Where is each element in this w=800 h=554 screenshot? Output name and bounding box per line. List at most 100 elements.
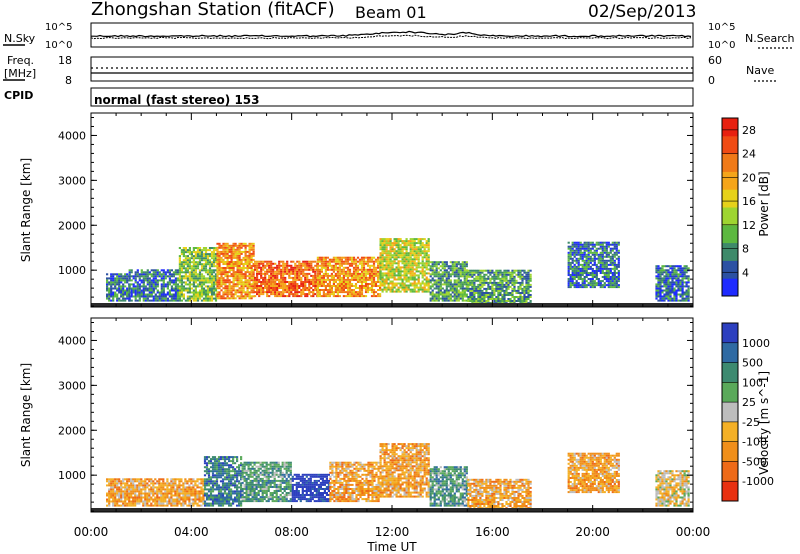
data-cell xyxy=(387,282,390,285)
data-cell xyxy=(152,498,155,501)
data-cell xyxy=(106,498,109,501)
data-cell xyxy=(401,288,404,291)
data-cell xyxy=(116,498,119,501)
data-cell xyxy=(575,247,578,250)
data-cell xyxy=(200,275,204,278)
data-cell xyxy=(529,294,532,296)
data-cell xyxy=(106,484,109,487)
data-cell xyxy=(459,279,462,282)
data-cell xyxy=(439,293,442,296)
data-cell xyxy=(423,248,426,251)
data-cell xyxy=(124,277,127,280)
data-cell xyxy=(661,265,664,268)
data-cell xyxy=(603,245,606,248)
data-cell xyxy=(401,254,404,257)
data-cell xyxy=(352,285,356,287)
data-cell xyxy=(184,267,187,270)
data-cell xyxy=(611,249,614,252)
data-cell xyxy=(152,295,155,298)
data-cell xyxy=(503,279,506,282)
data-cell xyxy=(429,293,432,296)
data-cell xyxy=(593,286,596,289)
data-cell xyxy=(258,289,261,291)
data-cell xyxy=(370,268,374,271)
data-cell xyxy=(114,496,117,499)
data-cell xyxy=(457,275,460,278)
data-cell xyxy=(244,261,247,263)
data-cell xyxy=(140,492,143,495)
data-cell xyxy=(212,261,216,264)
data-cell xyxy=(328,291,331,294)
data-cell xyxy=(114,277,117,280)
data-cell xyxy=(389,248,392,251)
data-cell xyxy=(108,482,111,485)
data-cell xyxy=(202,267,206,270)
data-cell xyxy=(288,270,291,273)
data-cell xyxy=(276,278,279,281)
data-cell xyxy=(220,261,223,263)
data-cell xyxy=(198,291,202,294)
data-cell xyxy=(497,300,500,302)
data-cell xyxy=(403,276,406,279)
data-cell xyxy=(166,275,169,278)
data-cell xyxy=(425,280,428,283)
data-cell xyxy=(455,291,458,294)
data-cell xyxy=(194,291,197,294)
data-cell xyxy=(681,273,684,276)
data-cell xyxy=(401,286,404,289)
data-cell xyxy=(591,278,594,280)
data-cell xyxy=(609,272,612,274)
data-cell xyxy=(334,260,337,263)
data-cell xyxy=(300,266,303,269)
data-cell xyxy=(174,277,177,280)
data-cell xyxy=(238,244,241,247)
data-cell xyxy=(190,297,193,300)
data-cell xyxy=(154,287,157,290)
data-cell xyxy=(421,288,424,291)
data-cell xyxy=(659,271,662,274)
data-cell xyxy=(433,269,436,272)
data-cell xyxy=(204,295,208,298)
data-cell xyxy=(661,297,664,300)
data-cell xyxy=(174,271,177,274)
data-cell xyxy=(254,283,257,285)
data-cell xyxy=(609,255,612,258)
data-cell xyxy=(220,271,223,274)
data-cell xyxy=(599,272,602,274)
data-cell xyxy=(230,256,233,259)
data-cell xyxy=(134,299,137,302)
data-cell xyxy=(124,484,127,487)
data-cell xyxy=(194,261,197,264)
data-cell xyxy=(429,285,432,288)
data-cell xyxy=(379,295,382,298)
data-cell xyxy=(411,244,414,247)
data-cell xyxy=(124,502,127,505)
data-cell xyxy=(615,251,618,254)
data-cell xyxy=(248,248,251,251)
data-cell xyxy=(509,279,512,282)
data-cell xyxy=(204,293,208,296)
data-cell xyxy=(180,293,183,296)
data-cell xyxy=(379,242,382,245)
data-cell xyxy=(128,478,131,481)
data-cell xyxy=(485,296,488,298)
data-cell xyxy=(180,271,183,274)
data-cell xyxy=(475,287,478,290)
data-cell xyxy=(661,279,664,282)
data-cell xyxy=(268,260,271,263)
data-cell xyxy=(314,285,317,287)
data-cell xyxy=(471,273,474,276)
data-cell xyxy=(122,502,125,505)
data-cell xyxy=(142,500,145,503)
data-cell xyxy=(385,256,388,259)
data-cell xyxy=(158,273,161,276)
data-cell xyxy=(312,270,315,273)
data-cell xyxy=(270,264,273,267)
data-cell xyxy=(683,291,686,294)
data-cell xyxy=(308,262,311,265)
data-cell xyxy=(198,255,202,258)
data-cell xyxy=(310,278,313,281)
data-cell xyxy=(515,273,518,276)
data-cell xyxy=(140,478,143,481)
data-cell xyxy=(148,285,151,288)
